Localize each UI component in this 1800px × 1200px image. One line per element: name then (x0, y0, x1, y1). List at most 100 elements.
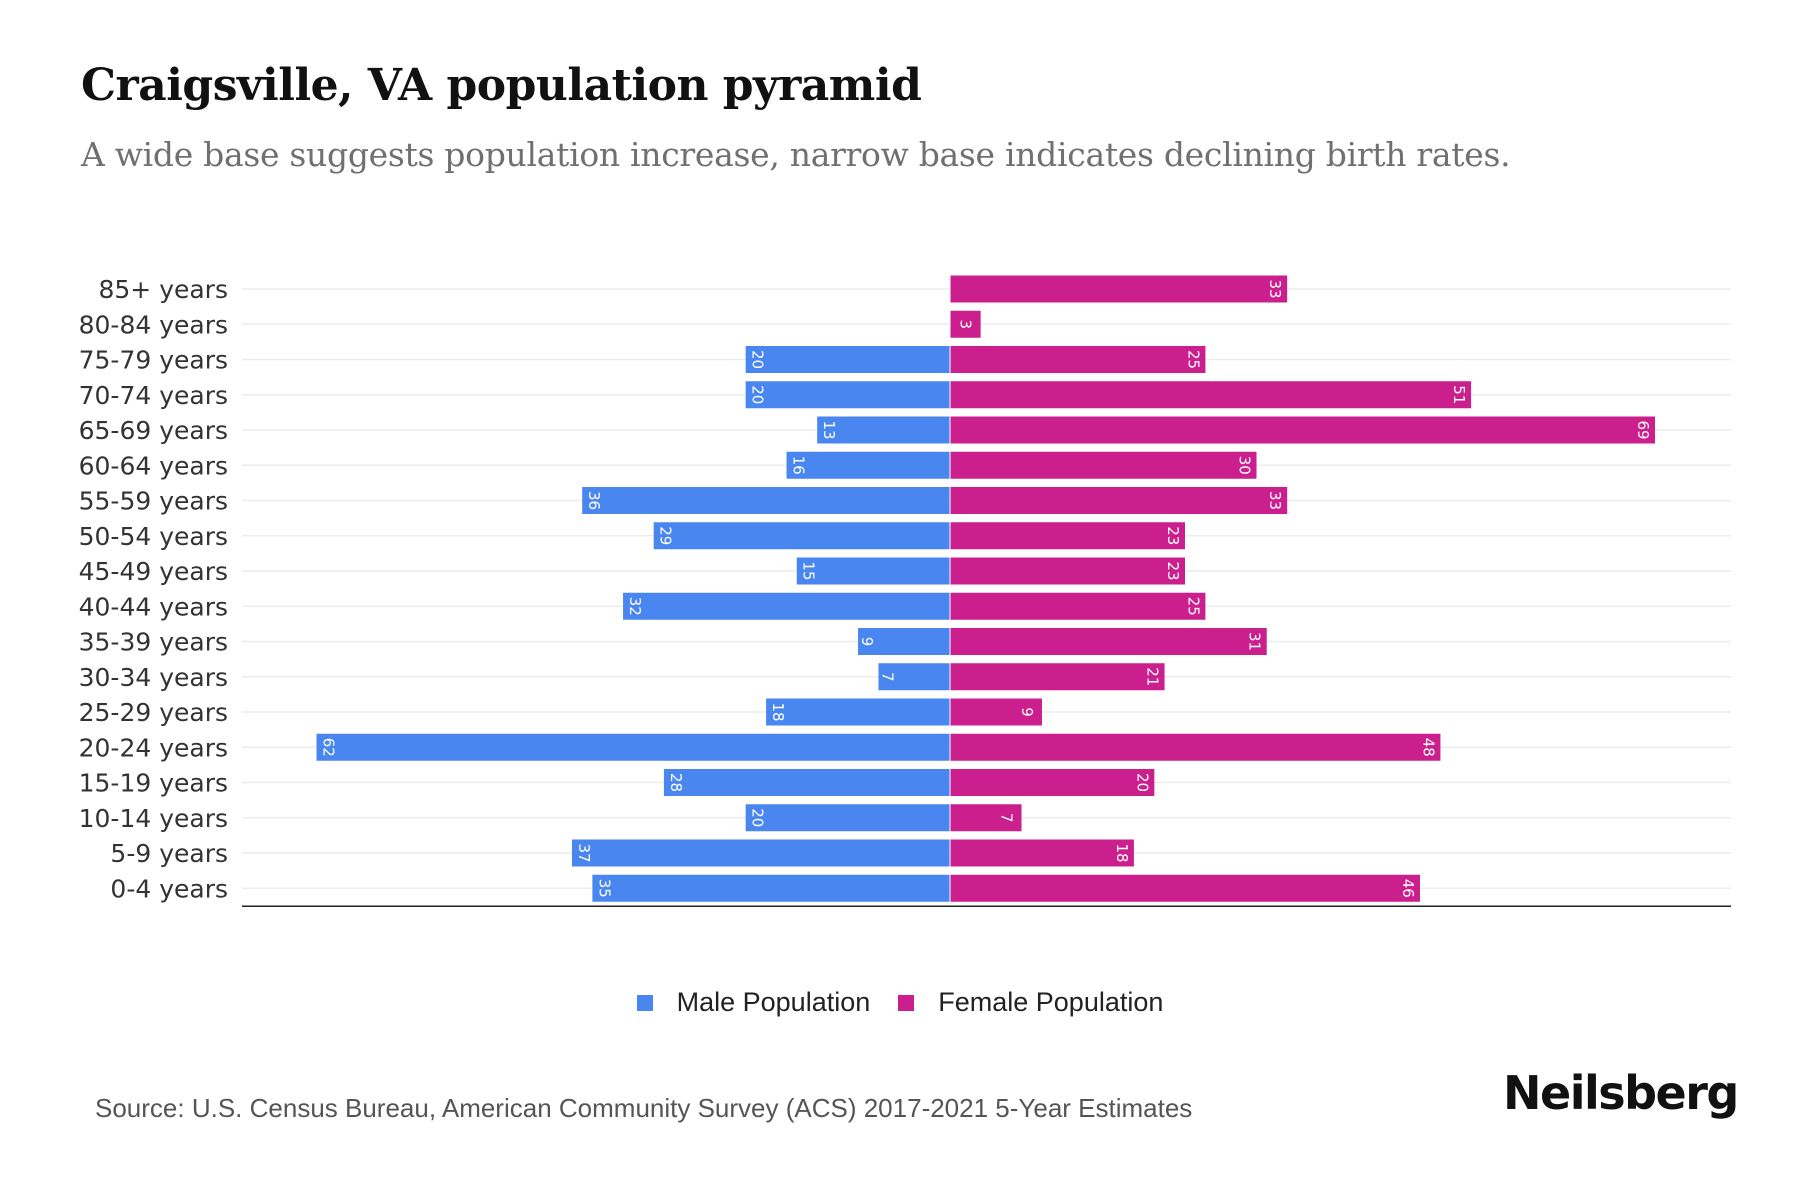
female-value-label: 51 (1450, 385, 1468, 404)
y-tick-label: 80-84 years (79, 310, 228, 339)
male-value-label: 36 (585, 491, 603, 510)
female-value-label: 46 (1399, 879, 1417, 898)
female-swatch-icon (898, 994, 915, 1011)
female-bar[interactable] (950, 275, 1288, 303)
female-value-label: 31 (1246, 632, 1264, 651)
female-value-label: 30 (1236, 456, 1254, 475)
female-value-label: 69 (1634, 420, 1652, 439)
y-tick-label: 50-54 years (79, 522, 228, 551)
male-bar[interactable] (623, 592, 950, 620)
y-tick-label: 70-74 years (79, 381, 228, 410)
source-note: Source: U.S. Census Bureau, American Com… (95, 1093, 1193, 1123)
male-bar[interactable] (817, 416, 950, 444)
y-tick-label: 75-79 years (79, 346, 228, 375)
female-bar[interactable] (950, 769, 1155, 796)
y-tick-label: 55-59 years (79, 487, 228, 516)
male-value-label: 20 (749, 808, 767, 827)
y-tick-label: 30-34 years (79, 663, 228, 692)
male-bar[interactable] (796, 557, 950, 585)
legend-item-male[interactable]: Male Population (636, 987, 871, 1018)
brand-logo: Neilsberg (1503, 1066, 1739, 1120)
male-bar[interactable] (316, 733, 950, 761)
female-value-label: 25 (1184, 597, 1202, 616)
female-bar[interactable] (950, 874, 1420, 902)
male-value-label: 29 (657, 526, 675, 545)
y-tick-label: 0-4 years (110, 874, 228, 903)
male-bar[interactable] (766, 698, 950, 726)
female-value-label: 18 (1113, 843, 1131, 862)
y-tick-label: 15-19 years (79, 769, 228, 798)
female-value-label: 7 (998, 813, 1016, 823)
female-bar[interactable] (950, 804, 1022, 832)
male-bar[interactable] (653, 522, 950, 550)
female-bar[interactable] (950, 310, 981, 338)
y-tick-label: 45-49 years (79, 557, 228, 586)
male-value-label: 15 (800, 561, 818, 580)
male-bar[interactable] (745, 346, 950, 373)
male-value-label: 37 (575, 843, 593, 862)
male-bar[interactable] (878, 663, 950, 691)
y-tick-label: 35-39 years (79, 628, 228, 657)
male-value-label: 9 (858, 637, 876, 647)
male-bar[interactable] (745, 381, 950, 409)
female-value-label: 25 (1184, 350, 1202, 369)
female-bar[interactable] (950, 416, 1655, 444)
female-bar[interactable] (950, 522, 1185, 550)
female-bar[interactable] (950, 592, 1206, 620)
male-value-label: 32 (626, 597, 644, 616)
female-value-label: 33 (1266, 279, 1284, 298)
female-value-label: 23 (1164, 561, 1182, 580)
legend: Male Population Female Population (0, 987, 1800, 1018)
male-value-label: 7 (878, 672, 896, 682)
female-bar[interactable] (950, 451, 1257, 479)
y-axis-labels: 85+ years 80-84 years 75-79 years 70-74 yea… (79, 275, 228, 903)
male-value-label: 62 (320, 738, 338, 757)
y-tick-label: 85+ years (98, 275, 228, 304)
female-bar[interactable] (950, 628, 1267, 655)
female-value-label: 48 (1419, 738, 1437, 757)
male-bar[interactable] (663, 769, 950, 796)
chart-subtitle: A wide base suggests population increase… (81, 135, 1511, 174)
y-tick-label: 40-44 years (79, 592, 228, 621)
male-swatch-icon (636, 994, 653, 1011)
female-bar[interactable] (950, 698, 1042, 726)
legend-item-female[interactable]: Female Population (898, 987, 1163, 1018)
male-bar[interactable] (745, 804, 950, 832)
male-bar[interactable] (582, 487, 950, 514)
y-tick-label: 5-9 years (110, 839, 228, 868)
male-value-label: 20 (749, 350, 767, 369)
chart-title: Craigsville, VA population pyramid (81, 60, 922, 111)
bars (316, 275, 1655, 903)
female-bar[interactable] (950, 346, 1206, 373)
female-value-label: 33 (1266, 491, 1284, 510)
y-tick-label: 65-69 years (79, 416, 228, 445)
male-bar[interactable] (786, 451, 950, 479)
female-value-label: 20 (1133, 773, 1151, 792)
male-value-label: 35 (595, 879, 613, 898)
female-value-label: 21 (1144, 667, 1162, 686)
female-bar[interactable] (950, 839, 1134, 867)
male-value-label: 13 (820, 420, 838, 439)
female-bar[interactable] (950, 557, 1185, 585)
female-bar[interactable] (950, 663, 1165, 691)
legend-male-label: Male Population (676, 987, 871, 1017)
female-value-label: 23 (1164, 526, 1182, 545)
pyramid-chart: 85+ years 80-84 years 75-79 years 70-74 yea… (79, 275, 1731, 907)
male-bar[interactable] (858, 628, 950, 655)
female-bar[interactable] (950, 733, 1441, 761)
y-tick-label: 60-64 years (79, 451, 228, 480)
gridlines (242, 288, 1731, 889)
female-bar[interactable] (950, 381, 1472, 409)
female-bar[interactable] (950, 487, 1288, 514)
y-tick-label: 25-29 years (79, 698, 228, 727)
male-value-label: 16 (790, 456, 808, 475)
y-tick-label: 20-24 years (79, 733, 228, 762)
legend-female-label: Female Population (938, 987, 1164, 1017)
male-bar[interactable] (592, 874, 950, 902)
female-value-label: 9 (1018, 707, 1036, 717)
male-value-label: 20 (749, 385, 767, 404)
male-bar[interactable] (571, 839, 950, 867)
male-value-label: 28 (667, 773, 685, 792)
female-value-label: 3 (957, 319, 975, 329)
